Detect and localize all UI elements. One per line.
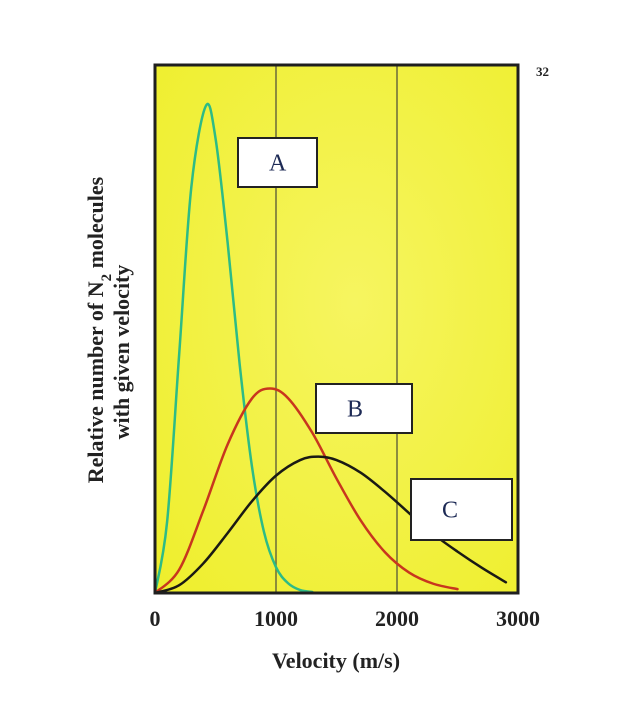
curve-label-a: A <box>237 137 318 188</box>
series-curve-a <box>153 102 314 595</box>
series-lines <box>153 102 508 595</box>
x-tick-label: 2000 <box>375 606 419 631</box>
x-tick-label: 0 <box>150 606 161 631</box>
x-tick-label: 1000 <box>254 606 298 631</box>
svg-text:C: C <box>442 498 458 524</box>
y-axis-title: Relative number of N2 molecules with giv… <box>83 176 134 483</box>
svg-text:Relative number of N2 molecule: Relative number of N2 molecules <box>83 176 115 483</box>
y-axis-title-subscript: 2 <box>99 274 115 282</box>
curve-label-b: B <box>315 383 413 434</box>
svg-text:B: B <box>347 397 363 423</box>
y-axis-title-line2: with given velocity <box>109 265 134 440</box>
x-axis-title: Velocity (m/s) <box>272 648 400 673</box>
curve-label-c: C <box>410 478 513 541</box>
x-axis-tick-labels: 0 1000 2000 3000 <box>150 606 541 631</box>
plot-area <box>153 63 520 595</box>
plot-frame <box>153 63 520 595</box>
series-curve-c <box>153 455 508 595</box>
page-number: 32 <box>536 64 549 79</box>
y-axis-title-line1-rest: molecules <box>83 176 108 274</box>
series-curve-b <box>153 387 459 595</box>
curve-labels: A B C <box>237 137 513 541</box>
y-axis-title-line1: Relative number of N <box>83 281 108 483</box>
svg-text:A: A <box>269 151 287 177</box>
x-tick-label: 3000 <box>496 606 540 631</box>
